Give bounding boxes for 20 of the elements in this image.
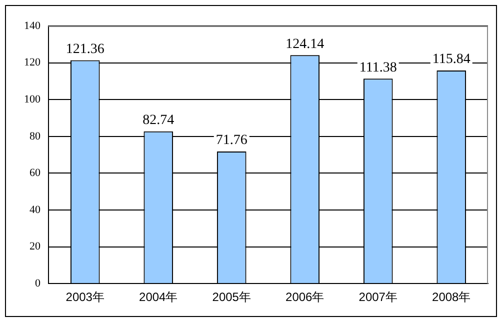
- y-tick-label: 60: [30, 167, 41, 180]
- data-label: 111.38: [359, 60, 397, 76]
- y-tick-label: 0: [35, 277, 41, 290]
- x-tick-label: 2004年: [139, 290, 178, 304]
- y-tick-label: 100: [24, 93, 41, 106]
- data-label: 121.36: [66, 42, 104, 57]
- data-label: 82.74: [142, 113, 174, 128]
- data-label: 71.76: [216, 133, 248, 148]
- x-tick-label: 2003年: [66, 290, 104, 304]
- y-tick-label: 120: [24, 56, 41, 69]
- y-tick-label: 20: [30, 240, 41, 253]
- y-tick-label: 80: [30, 130, 41, 142]
- y-tick-label: 140: [24, 20, 41, 32]
- x-tick-label: 2008年: [432, 290, 471, 304]
- x-tick-label: 2005年: [212, 290, 251, 304]
- data-label: 115.84: [432, 52, 470, 68]
- y-tick-label: 40: [30, 204, 41, 216]
- data-label: 124.14: [286, 36, 324, 52]
- x-tick-label: 2007年: [358, 290, 398, 304]
- x-tick-label: 2006年: [286, 290, 324, 304]
